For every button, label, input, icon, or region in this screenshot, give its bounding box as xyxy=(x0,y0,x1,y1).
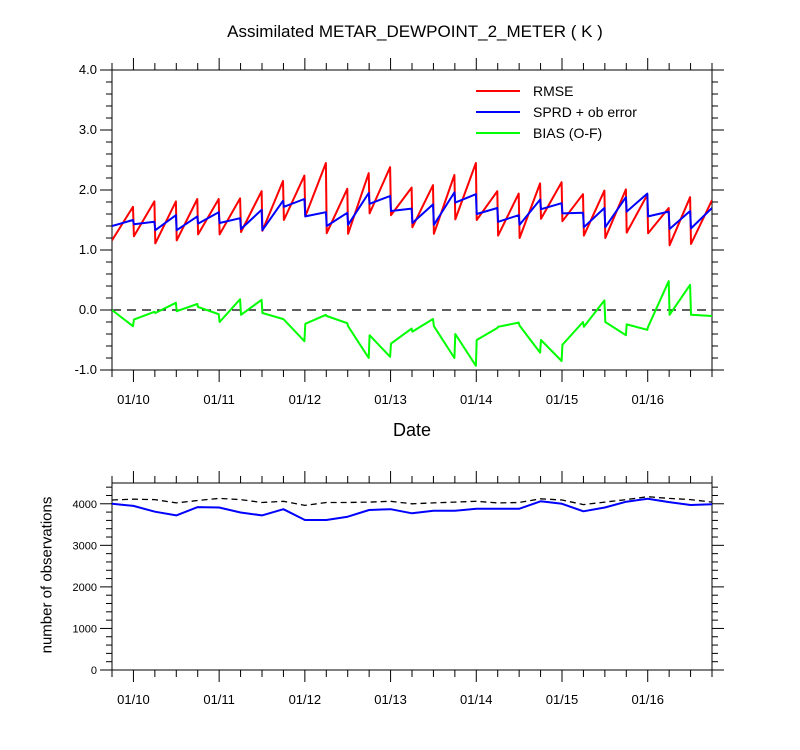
rmse-panel-y-tick-label: 0.0 xyxy=(79,302,97,317)
obs-panel-series-possible-observations xyxy=(112,496,712,507)
chart-title: Assimilated METAR_DEWPOINT_2_METER ( K ) xyxy=(227,22,603,41)
obs-panel-x-tick-label: 01/14 xyxy=(460,692,493,707)
obs-panel-y-tick-label: 4000 xyxy=(73,499,97,511)
obs-panel-x-tick-label: 01/16 xyxy=(631,692,664,707)
obs-panel-x-tick-label: 01/13 xyxy=(374,692,407,707)
obs-panel-series-group xyxy=(112,496,712,521)
obs-panel-x-tick-label: 01/15 xyxy=(546,692,579,707)
x-axis-label: Date xyxy=(392,420,432,440)
rmse-panel-y-tick-label: 1.0 xyxy=(79,242,97,257)
obs-panel-y-tick-label: 3000 xyxy=(73,540,97,552)
obs-panel-x-tick-label: 01/12 xyxy=(289,692,322,707)
rmse-panel-y-tick-label: 4.0 xyxy=(79,62,97,77)
legend-label-bias-o-f: BIAS (O-F) xyxy=(533,125,602,141)
obs-panel-x-tick-label: 01/11 xyxy=(203,692,235,707)
rmse-panel-x-tick-label: 01/14 xyxy=(460,392,493,407)
rmse-panel-y-tick-label: 2.0 xyxy=(79,182,97,197)
rmse-panel-y-tick-label: 3.0 xyxy=(79,122,97,137)
rmse-panel-x-tick-label: 01/11 xyxy=(203,392,235,407)
rmse-panel-series-group xyxy=(112,162,712,367)
obs-panel-plot-frame xyxy=(111,482,713,671)
rmse-panel-series-bias-o-f xyxy=(112,280,712,367)
obs-panel-y-tick-label: 1000 xyxy=(73,623,97,635)
rmse-panel-series-rmse xyxy=(112,162,712,247)
obs-panel-x-tick-label: 01/10 xyxy=(117,692,150,707)
obs-y-axis-label: number of observations xyxy=(38,496,56,654)
obs-panel-series-assimilated-observations xyxy=(112,497,712,521)
rmse-panel-x-tick-label: 01/12 xyxy=(289,392,322,407)
legend-label-rmse: RMSE xyxy=(533,83,573,99)
rmse-panel-x-tick-label: 01/16 xyxy=(631,392,664,407)
rmse-panel-series-sprd-ob-error xyxy=(112,191,712,232)
rmse-panel-y-tick-label: -1.0 xyxy=(75,362,97,377)
obs-panel-y-tick-label: 0 xyxy=(91,665,97,677)
obs-panel-y-tick-label: 2000 xyxy=(73,582,97,594)
rmse-panel-x-tick-label: 01/13 xyxy=(374,392,407,407)
legend-label-sprd-ob-error: SPRD + ob error xyxy=(533,104,637,120)
rmse-panel-x-tick-label: 01/10 xyxy=(117,392,150,407)
rmse-panel-x-tick-label: 01/15 xyxy=(546,392,579,407)
